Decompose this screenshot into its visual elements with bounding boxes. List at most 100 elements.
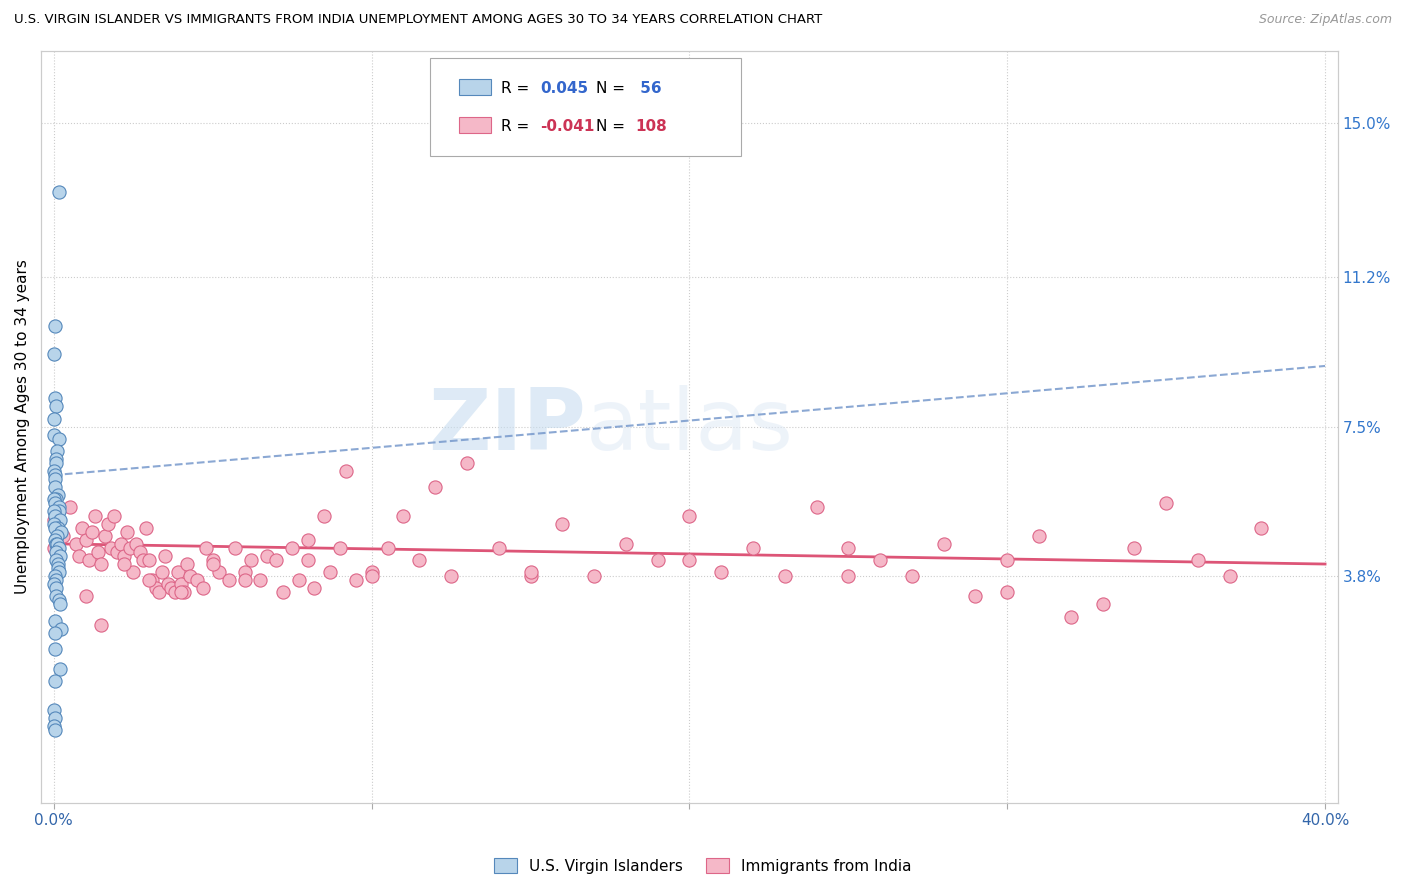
Point bbox=[249, 573, 271, 587]
Point bbox=[112, 549, 135, 563]
Point bbox=[1060, 609, 1083, 624]
Point bbox=[115, 524, 138, 539]
Point bbox=[45, 590, 67, 604]
Point bbox=[44, 545, 66, 559]
Point bbox=[48, 432, 70, 446]
Point bbox=[440, 569, 463, 583]
Point bbox=[46, 529, 69, 543]
Point bbox=[377, 541, 399, 555]
Point bbox=[80, 524, 103, 539]
Point bbox=[44, 492, 66, 507]
Point bbox=[583, 569, 606, 583]
Point bbox=[170, 577, 193, 591]
Point bbox=[256, 549, 278, 563]
Point bbox=[105, 545, 128, 559]
Point bbox=[1123, 541, 1146, 555]
Point bbox=[312, 508, 335, 523]
Point bbox=[48, 488, 70, 502]
FancyBboxPatch shape bbox=[430, 58, 741, 156]
Point bbox=[150, 565, 173, 579]
Point bbox=[44, 674, 66, 689]
Point bbox=[138, 573, 160, 587]
Point bbox=[48, 593, 70, 607]
Point bbox=[122, 565, 145, 579]
Text: 0.045: 0.045 bbox=[540, 80, 589, 95]
FancyBboxPatch shape bbox=[458, 118, 491, 134]
Point bbox=[42, 347, 65, 361]
Point bbox=[135, 521, 157, 535]
Point bbox=[44, 496, 66, 510]
Point bbox=[153, 549, 176, 563]
Point bbox=[44, 521, 66, 535]
Point bbox=[392, 508, 415, 523]
Point bbox=[166, 565, 188, 579]
Point bbox=[425, 480, 447, 494]
Point bbox=[42, 516, 65, 531]
Legend: U.S. Virgin Islanders, Immigrants from India: U.S. Virgin Islanders, Immigrants from I… bbox=[488, 852, 918, 880]
Point bbox=[179, 569, 201, 583]
Point bbox=[773, 569, 796, 583]
Point bbox=[75, 590, 97, 604]
Point bbox=[519, 565, 541, 579]
Point bbox=[239, 553, 262, 567]
Text: R =: R = bbox=[502, 119, 534, 134]
Text: R =: R = bbox=[502, 80, 534, 95]
Point bbox=[224, 541, 246, 555]
Point bbox=[87, 545, 110, 559]
Point bbox=[186, 573, 208, 587]
Point bbox=[42, 411, 65, 425]
Point bbox=[103, 508, 125, 523]
Point bbox=[138, 553, 160, 567]
Point bbox=[110, 537, 132, 551]
Point bbox=[45, 537, 67, 551]
Point bbox=[869, 553, 891, 567]
Point bbox=[145, 582, 167, 596]
Point bbox=[614, 537, 637, 551]
Point bbox=[49, 622, 72, 636]
Text: 56: 56 bbox=[636, 80, 662, 95]
Point bbox=[329, 541, 352, 555]
Point bbox=[44, 504, 66, 518]
Point bbox=[52, 529, 75, 543]
Point bbox=[678, 553, 700, 567]
Point bbox=[806, 500, 828, 515]
Point bbox=[125, 537, 148, 551]
Point bbox=[44, 480, 66, 494]
Point bbox=[551, 516, 574, 531]
Point bbox=[710, 565, 733, 579]
Point bbox=[48, 521, 70, 535]
Point bbox=[48, 504, 70, 518]
Point bbox=[44, 508, 66, 523]
Point bbox=[1091, 598, 1114, 612]
Point bbox=[281, 541, 304, 555]
Point bbox=[360, 569, 382, 583]
Point bbox=[297, 533, 319, 547]
Point bbox=[65, 537, 87, 551]
Point bbox=[120, 541, 142, 555]
Point bbox=[335, 464, 357, 478]
Point bbox=[297, 553, 319, 567]
Point bbox=[44, 711, 66, 725]
Point bbox=[742, 541, 765, 555]
Text: N =: N = bbox=[596, 80, 630, 95]
Point bbox=[93, 529, 115, 543]
Point bbox=[157, 577, 180, 591]
Point bbox=[344, 573, 367, 587]
Point bbox=[44, 468, 66, 483]
Point bbox=[837, 569, 859, 583]
Point bbox=[932, 537, 955, 551]
Point bbox=[112, 557, 135, 571]
Point bbox=[48, 561, 70, 575]
Point bbox=[995, 585, 1018, 599]
Point bbox=[233, 565, 256, 579]
Point bbox=[44, 392, 66, 406]
Point bbox=[100, 541, 122, 555]
Point bbox=[45, 553, 67, 567]
Point bbox=[77, 553, 100, 567]
Point bbox=[44, 472, 66, 486]
Point bbox=[45, 456, 67, 470]
Point bbox=[46, 443, 69, 458]
Point bbox=[208, 565, 231, 579]
Text: 108: 108 bbox=[636, 119, 666, 134]
Point bbox=[44, 719, 66, 733]
